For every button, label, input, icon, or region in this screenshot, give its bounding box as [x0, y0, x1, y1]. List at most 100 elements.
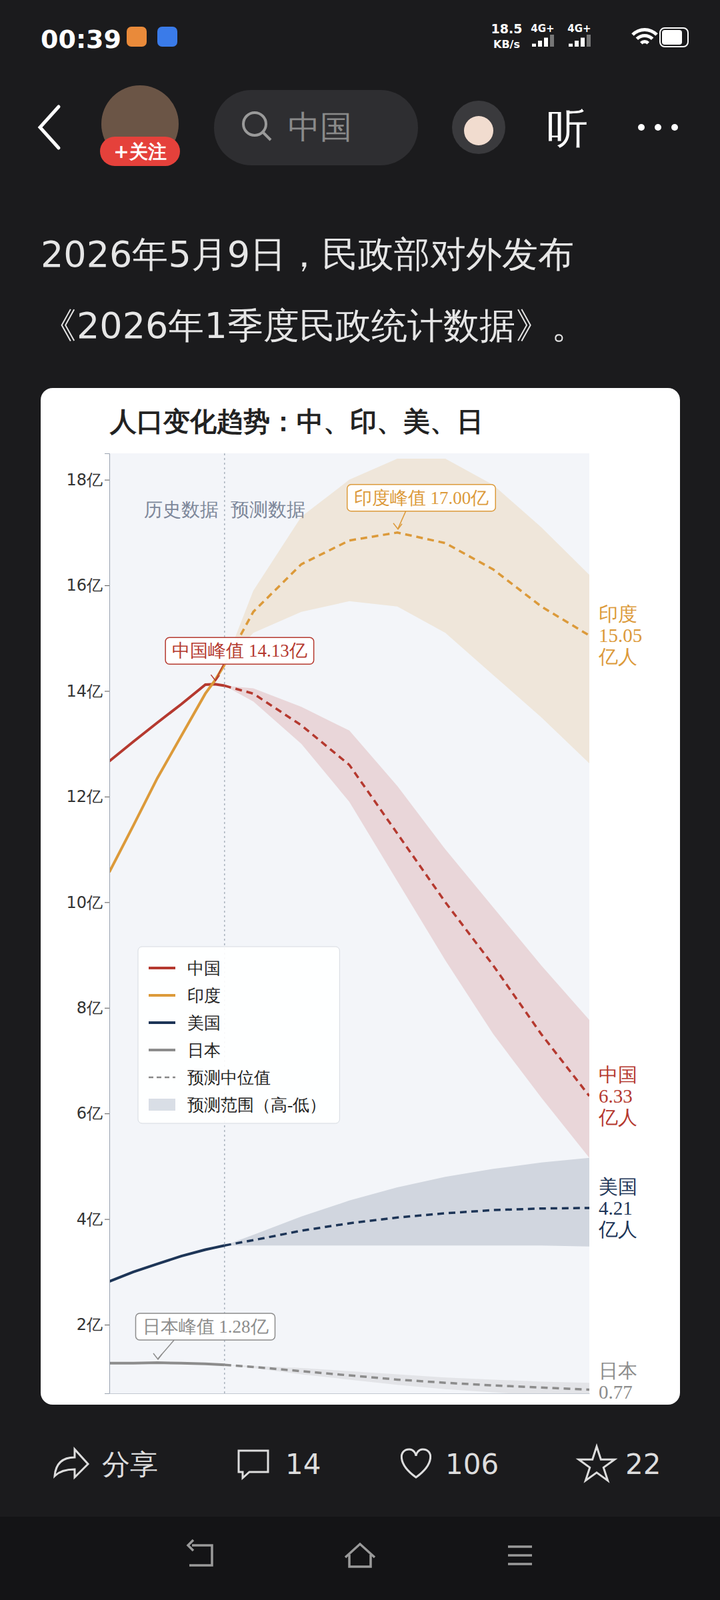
y-tick-mark	[104, 796, 110, 798]
battery	[660, 28, 688, 47]
legend-swatch	[148, 1021, 176, 1024]
search-text[interactable]: 中国	[288, 108, 352, 146]
end-label: 印度	[598, 603, 638, 625]
status-bar: 00:3918.5KB/s4G+4G+	[40, 21, 688, 54]
divider-line	[224, 453, 226, 1394]
end-label: 亿人	[598, 1106, 638, 1128]
back-button[interactable]	[40, 106, 59, 148]
share-icon[interactable]	[54, 1449, 88, 1478]
more-dot	[654, 124, 662, 131]
y-tick-mark	[104, 1219, 110, 1220]
follow-label[interactable]: +关注	[113, 140, 166, 163]
battery-level	[662, 30, 682, 45]
annotation-arrow	[398, 511, 406, 529]
end-labels: 中国6.33亿人印度15.05亿人美国4.21亿人日本0.77	[598, 603, 642, 1403]
peak-label: 中国峰值 14.13亿	[172, 640, 308, 661]
clock: 00:39	[40, 24, 122, 54]
y-tick: 8亿	[76, 998, 110, 1018]
signal-bar	[544, 38, 548, 48]
app-icon	[126, 26, 147, 47]
legend-label: 印度	[187, 986, 221, 1005]
wifi-arc	[636, 34, 654, 40]
x-axis	[110, 1393, 590, 1394]
action-row: 分享 14 106 22	[54, 1446, 661, 1481]
peak-label: 印度峰值 17.00亿	[354, 488, 490, 508]
y-tick-mark	[104, 1324, 110, 1326]
comment-count[interactable]: 14	[285, 1448, 321, 1481]
signal-bar	[532, 44, 536, 48]
legend: 中国印度美国日本预测中位值预测范围（高-低）	[138, 946, 340, 1124]
history-line	[109, 1245, 225, 1282]
y-tick-label: 6亿	[76, 1104, 103, 1123]
assistant-avatar	[452, 100, 506, 154]
legend-label: 日本	[187, 1041, 221, 1060]
home-key[interactable]	[345, 1544, 375, 1567]
y-tick: 14亿	[66, 682, 110, 701]
headline-line: 《2026年1季度民政统计数据》。	[40, 304, 588, 347]
annotation-box	[165, 637, 314, 664]
chart: 人口变化趋势：中、印、美、日历史数据预测数据2亿4亿6亿8亿10亿12亿14亿1…	[66, 406, 642, 1403]
annotation-arrowhead	[393, 523, 402, 530]
y-tick-label: 8亿	[76, 998, 103, 1018]
y-tick: 10亿	[66, 892, 110, 912]
legend-label: 预测中位值	[187, 1068, 271, 1087]
legend-box	[138, 946, 340, 1124]
peak-annotation: 印度峰值 17.00亿	[347, 484, 496, 530]
y-tick: 4亿	[76, 1210, 110, 1229]
legend-label: 预测范围（高-低）	[187, 1096, 326, 1114]
legend-swatch	[148, 1098, 176, 1111]
app-icon	[157, 26, 178, 47]
net-unit: KB/s	[493, 38, 520, 51]
end-label: 6.33	[598, 1085, 633, 1107]
wifi-icon	[631, 28, 658, 44]
background	[0, 0, 720, 1600]
legend-label: 美国	[187, 1014, 221, 1032]
signal-type: 4G+	[530, 22, 554, 35]
signal-bar	[574, 40, 579, 47]
listen-button[interactable]: 听	[546, 104, 588, 153]
y-tick: 12亿	[66, 787, 110, 806]
menu-key[interactable]	[508, 1546, 532, 1564]
signal-bar	[568, 44, 573, 48]
end-label: 亿人	[598, 1218, 638, 1240]
annotation-arrow	[215, 664, 224, 680]
y-tick-mark	[104, 690, 110, 692]
like-icon[interactable]	[401, 1449, 430, 1478]
legend-swatch	[148, 1048, 176, 1052]
history-line	[109, 684, 225, 762]
y-axis-line	[104, 454, 110, 1394]
system-nav	[0, 1516, 720, 1600]
y-tick: 16亿	[66, 576, 110, 595]
search-icon	[262, 132, 271, 140]
favorite-count[interactable]: 22	[625, 1448, 661, 1481]
end-label: 0.77	[598, 1381, 633, 1403]
headline: 2026年5月9日，民政部对外发布《2026年1季度民政统计数据》。	[40, 233, 588, 347]
history-line	[109, 1362, 225, 1365]
peak-annotation: 中国峰值 14.13亿	[165, 637, 314, 681]
like-count[interactable]: 106	[445, 1448, 499, 1481]
forecast-range	[224, 1158, 590, 1247]
more-dot	[638, 124, 645, 131]
annotation-arrowhead	[210, 674, 220, 681]
comment-icon[interactable]	[238, 1450, 268, 1478]
forecast-range	[224, 458, 590, 764]
signal-bar	[580, 38, 585, 48]
x-axis-line	[110, 1393, 590, 1394]
end-label: 美国	[598, 1176, 638, 1198]
more-dot	[671, 124, 678, 131]
y-tick-label: 12亿	[66, 787, 103, 806]
search-icon	[243, 112, 266, 136]
annotation-box	[347, 484, 496, 512]
favorite-icon[interactable]	[578, 1446, 615, 1481]
y-tick-label: 4亿	[76, 1210, 103, 1229]
y-tick-label: 14亿	[66, 682, 103, 701]
screen: 00:3918.5KB/s4G+4G++关注中国听2026年5月9日，民政部对外…	[0, 0, 720, 1600]
end-label: 15.05	[598, 624, 642, 646]
follow-button[interactable]	[100, 136, 180, 166]
search-box[interactable]	[214, 90, 418, 166]
forecast-range	[224, 1364, 590, 1394]
y-tick: 6亿	[76, 1104, 110, 1123]
back-key[interactable]	[188, 1540, 212, 1566]
share-label[interactable]: 分享	[102, 1448, 158, 1481]
headline-line: 2026年5月9日，民政部对外发布	[40, 233, 574, 276]
